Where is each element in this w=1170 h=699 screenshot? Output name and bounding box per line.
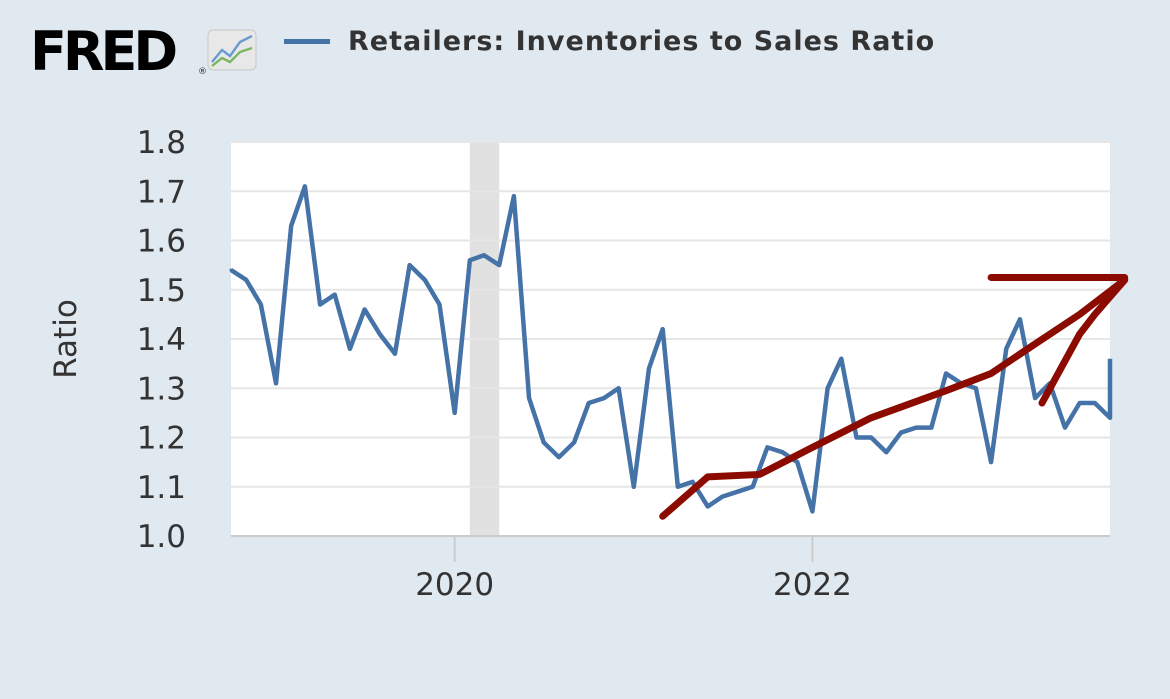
series-point bbox=[751, 485, 755, 489]
series-point bbox=[1033, 396, 1037, 400]
series-point bbox=[437, 303, 441, 307]
series-point bbox=[602, 396, 606, 400]
series-point bbox=[318, 303, 322, 307]
series-point bbox=[468, 258, 472, 262]
series-point bbox=[363, 307, 367, 311]
series-point bbox=[839, 357, 843, 361]
series-point bbox=[632, 485, 636, 489]
y-tick-label: 1.4 bbox=[137, 322, 186, 358]
series-point bbox=[408, 263, 412, 267]
y-tick-label: 1.3 bbox=[137, 371, 186, 407]
svg-text:®: ® bbox=[198, 67, 207, 77]
y-tick-label: 1.1 bbox=[137, 470, 186, 506]
series-point bbox=[1108, 416, 1112, 420]
y-tick-label: 1.2 bbox=[137, 421, 186, 457]
x-tick-label: 2020 bbox=[415, 567, 494, 603]
series-point bbox=[542, 440, 546, 444]
annotation-arrow-head-bottom bbox=[1038, 276, 1129, 407]
series-point bbox=[676, 485, 680, 489]
series-point bbox=[378, 332, 382, 336]
series-point bbox=[393, 352, 397, 356]
series-point bbox=[497, 263, 501, 267]
y-tick-label: 1.5 bbox=[137, 273, 186, 309]
series-point bbox=[974, 386, 978, 390]
series-point bbox=[1004, 347, 1008, 351]
series-points bbox=[229, 184, 1112, 513]
series-point bbox=[423, 278, 427, 282]
annotation-arrow bbox=[659, 273, 1129, 520]
series-point bbox=[303, 184, 307, 188]
series-point bbox=[1018, 317, 1022, 321]
series-point bbox=[617, 386, 621, 390]
logo-text: FRED bbox=[30, 20, 175, 78]
series-point bbox=[706, 504, 710, 508]
legend-series-label: Retailers: Inventories to Sales Ratio bbox=[348, 25, 936, 57]
y-tick-label: 1.0 bbox=[137, 519, 186, 555]
y-axis-ticks: 1.0 1.1 1.2 1.3 1.4 1.5 1.6 1.7 1.8 bbox=[137, 125, 186, 555]
series-point bbox=[781, 450, 785, 454]
legend-series-swatch bbox=[284, 38, 330, 44]
annotation-arrow-shaft bbox=[659, 276, 1129, 520]
series-point bbox=[333, 293, 337, 297]
series-point bbox=[1078, 401, 1082, 405]
y-tick-label: 1.6 bbox=[137, 224, 186, 260]
series-point bbox=[795, 460, 799, 464]
series-point bbox=[826, 386, 830, 390]
series-point bbox=[259, 303, 263, 307]
series-point bbox=[289, 224, 293, 228]
series-point bbox=[765, 445, 769, 449]
series-point bbox=[1093, 401, 1097, 405]
series-point bbox=[720, 495, 724, 499]
series-point bbox=[884, 450, 888, 454]
series-point bbox=[810, 509, 814, 513]
series-point bbox=[929, 426, 933, 430]
chart-legend[interactable]: Retailers: Inventories to Sales Ratio bbox=[284, 24, 935, 58]
series-point bbox=[944, 371, 948, 375]
series-point bbox=[557, 455, 561, 459]
series-point bbox=[274, 381, 278, 385]
series-point bbox=[527, 396, 531, 400]
series-point bbox=[348, 347, 352, 351]
series-point bbox=[736, 490, 740, 494]
series-point bbox=[869, 436, 873, 439]
series-point bbox=[914, 426, 918, 430]
series-point bbox=[989, 460, 993, 464]
fred-chart-icon bbox=[207, 29, 257, 71]
series-point bbox=[899, 431, 903, 435]
series-point bbox=[647, 367, 651, 371]
series-point bbox=[572, 440, 576, 444]
y-tick-label: 1.7 bbox=[137, 174, 186, 210]
series-point bbox=[512, 194, 516, 198]
series-point bbox=[691, 480, 695, 484]
fred-logo[interactable]: FRED ® bbox=[30, 20, 262, 83]
y-axis-label: Ratio bbox=[48, 299, 84, 379]
series-point bbox=[482, 253, 486, 257]
series-point bbox=[229, 268, 233, 272]
series-point bbox=[661, 327, 665, 331]
series-point bbox=[587, 401, 591, 405]
series-point bbox=[244, 278, 248, 282]
y-tick-label: 1.8 bbox=[137, 125, 186, 161]
series-point bbox=[453, 411, 457, 415]
fred-logo-svg: FRED ® bbox=[30, 20, 257, 83]
series-point bbox=[854, 436, 858, 439]
x-tick-label: 2022 bbox=[773, 567, 852, 603]
series-point bbox=[1063, 426, 1067, 430]
x-axis-ticks: 2020 2022 bbox=[415, 536, 852, 603]
